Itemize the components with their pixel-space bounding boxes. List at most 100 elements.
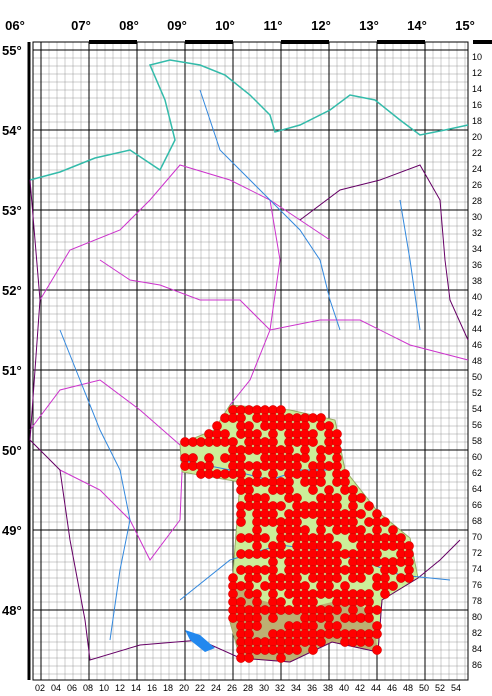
row-label: 58 [472, 436, 482, 446]
latitude-label: 49° [2, 523, 22, 538]
row-label: 52 [472, 388, 482, 398]
occurrence-dot [364, 637, 374, 647]
column-label: 44 [371, 683, 381, 693]
row-label: 12 [472, 68, 482, 78]
state-borders [29, 164, 469, 561]
column-label: 14 [131, 683, 141, 693]
row-label: 38 [472, 276, 482, 286]
column-label: 54 [451, 683, 461, 693]
occurrence-dot [292, 645, 302, 655]
row-label: 44 [472, 324, 482, 334]
map-frame [32, 41, 469, 681]
occurrence-dot [372, 605, 382, 615]
row-label: 42 [472, 308, 482, 318]
occurrence-dot [308, 645, 318, 655]
row-label: 30 [472, 212, 482, 222]
column-label: 04 [51, 683, 61, 693]
column-label: 22 [195, 683, 205, 693]
row-label: 20 [472, 132, 482, 142]
row-label: 74 [472, 564, 482, 574]
row-label: 78 [472, 596, 482, 606]
row-label: 54 [472, 404, 482, 414]
occurrence-dot [364, 613, 374, 623]
row-label: 22 [472, 148, 482, 158]
longitude-label: 10° [215, 18, 235, 33]
latitude-label: 48° [2, 603, 22, 618]
row-label: 18 [472, 116, 482, 126]
labels: 06° 07° 08° 09° 10° 11° 12° 13° 14° 15° 55° 54° 53° 5… [2, 18, 482, 693]
column-label: 26 [227, 683, 237, 693]
latitude-label: 55° [2, 43, 22, 58]
row-label: 84 [472, 644, 482, 654]
column-label: 12 [115, 683, 125, 693]
row-label: 36 [472, 260, 482, 270]
occurrence-dot [404, 573, 414, 583]
occurrence-dot [268, 613, 278, 623]
column-label: 16 [147, 683, 157, 693]
row-label: 66 [472, 500, 482, 510]
column-label: 38 [323, 683, 333, 693]
latitude-label: 51° [2, 363, 22, 378]
occurrence-dot [252, 621, 262, 631]
occurrence-dot [364, 565, 374, 575]
column-label: 42 [355, 683, 365, 693]
row-label: 70 [472, 532, 482, 542]
occurrence-dot [356, 509, 366, 519]
occurrence-dot [364, 501, 374, 511]
coastline [29, 59, 469, 181]
column-label: 46 [387, 683, 397, 693]
occurrence-dot [380, 589, 390, 599]
row-label: 46 [472, 340, 482, 350]
column-label: 48 [403, 683, 413, 693]
occurrence-dot [308, 437, 318, 447]
longitude-label: 15° [455, 18, 475, 33]
occurrence-dot [308, 485, 318, 495]
column-label: 52 [435, 683, 445, 693]
longitude-label: 14° [407, 18, 427, 33]
row-label: 40 [472, 292, 482, 302]
row-label: 68 [472, 516, 482, 526]
column-label: 18 [163, 683, 173, 693]
occurrence-dot [276, 501, 286, 511]
longitude-label: 06° [5, 18, 25, 33]
row-label: 80 [472, 612, 482, 622]
occurrence-dot [356, 573, 366, 583]
occurrence-dot [236, 517, 246, 527]
column-label: 28 [243, 683, 253, 693]
occurrence-dot [316, 637, 326, 647]
occurrence-dot [388, 581, 398, 591]
occurrence-dot [316, 477, 326, 487]
row-label: 16 [472, 100, 482, 110]
row-label: 24 [472, 164, 482, 174]
column-label: 10 [99, 683, 109, 693]
column-label: 36 [307, 683, 317, 693]
longitude-label: 13° [359, 18, 379, 33]
occurrence-dot [332, 605, 342, 615]
occurrence-dot [388, 565, 398, 575]
lake [185, 630, 215, 652]
scale-bar [473, 40, 492, 44]
column-label: 30 [259, 683, 269, 693]
row-label: 86 [472, 660, 482, 670]
row-label: 50 [472, 372, 482, 382]
occurrence-dot [260, 533, 270, 543]
longitude-label: 09° [167, 18, 187, 33]
longitude-label: 12° [311, 18, 331, 33]
column-label: 50 [419, 683, 429, 693]
occurrence-dots [180, 405, 414, 663]
latitude-label: 54° [2, 123, 22, 138]
latitude-label: 53° [2, 203, 22, 218]
row-label: 72 [472, 548, 482, 558]
row-label: 34 [472, 244, 482, 254]
column-label: 06 [67, 683, 77, 693]
row-label: 48 [472, 356, 482, 366]
occurrence-dot [276, 653, 286, 663]
row-label: 28 [472, 196, 482, 206]
longitude-label: 11° [264, 18, 283, 33]
row-label: 10 [472, 52, 482, 62]
occurrence-dot [300, 453, 310, 463]
row-label: 82 [472, 628, 482, 638]
column-label: 40 [339, 683, 349, 693]
column-label: 24 [211, 683, 221, 693]
